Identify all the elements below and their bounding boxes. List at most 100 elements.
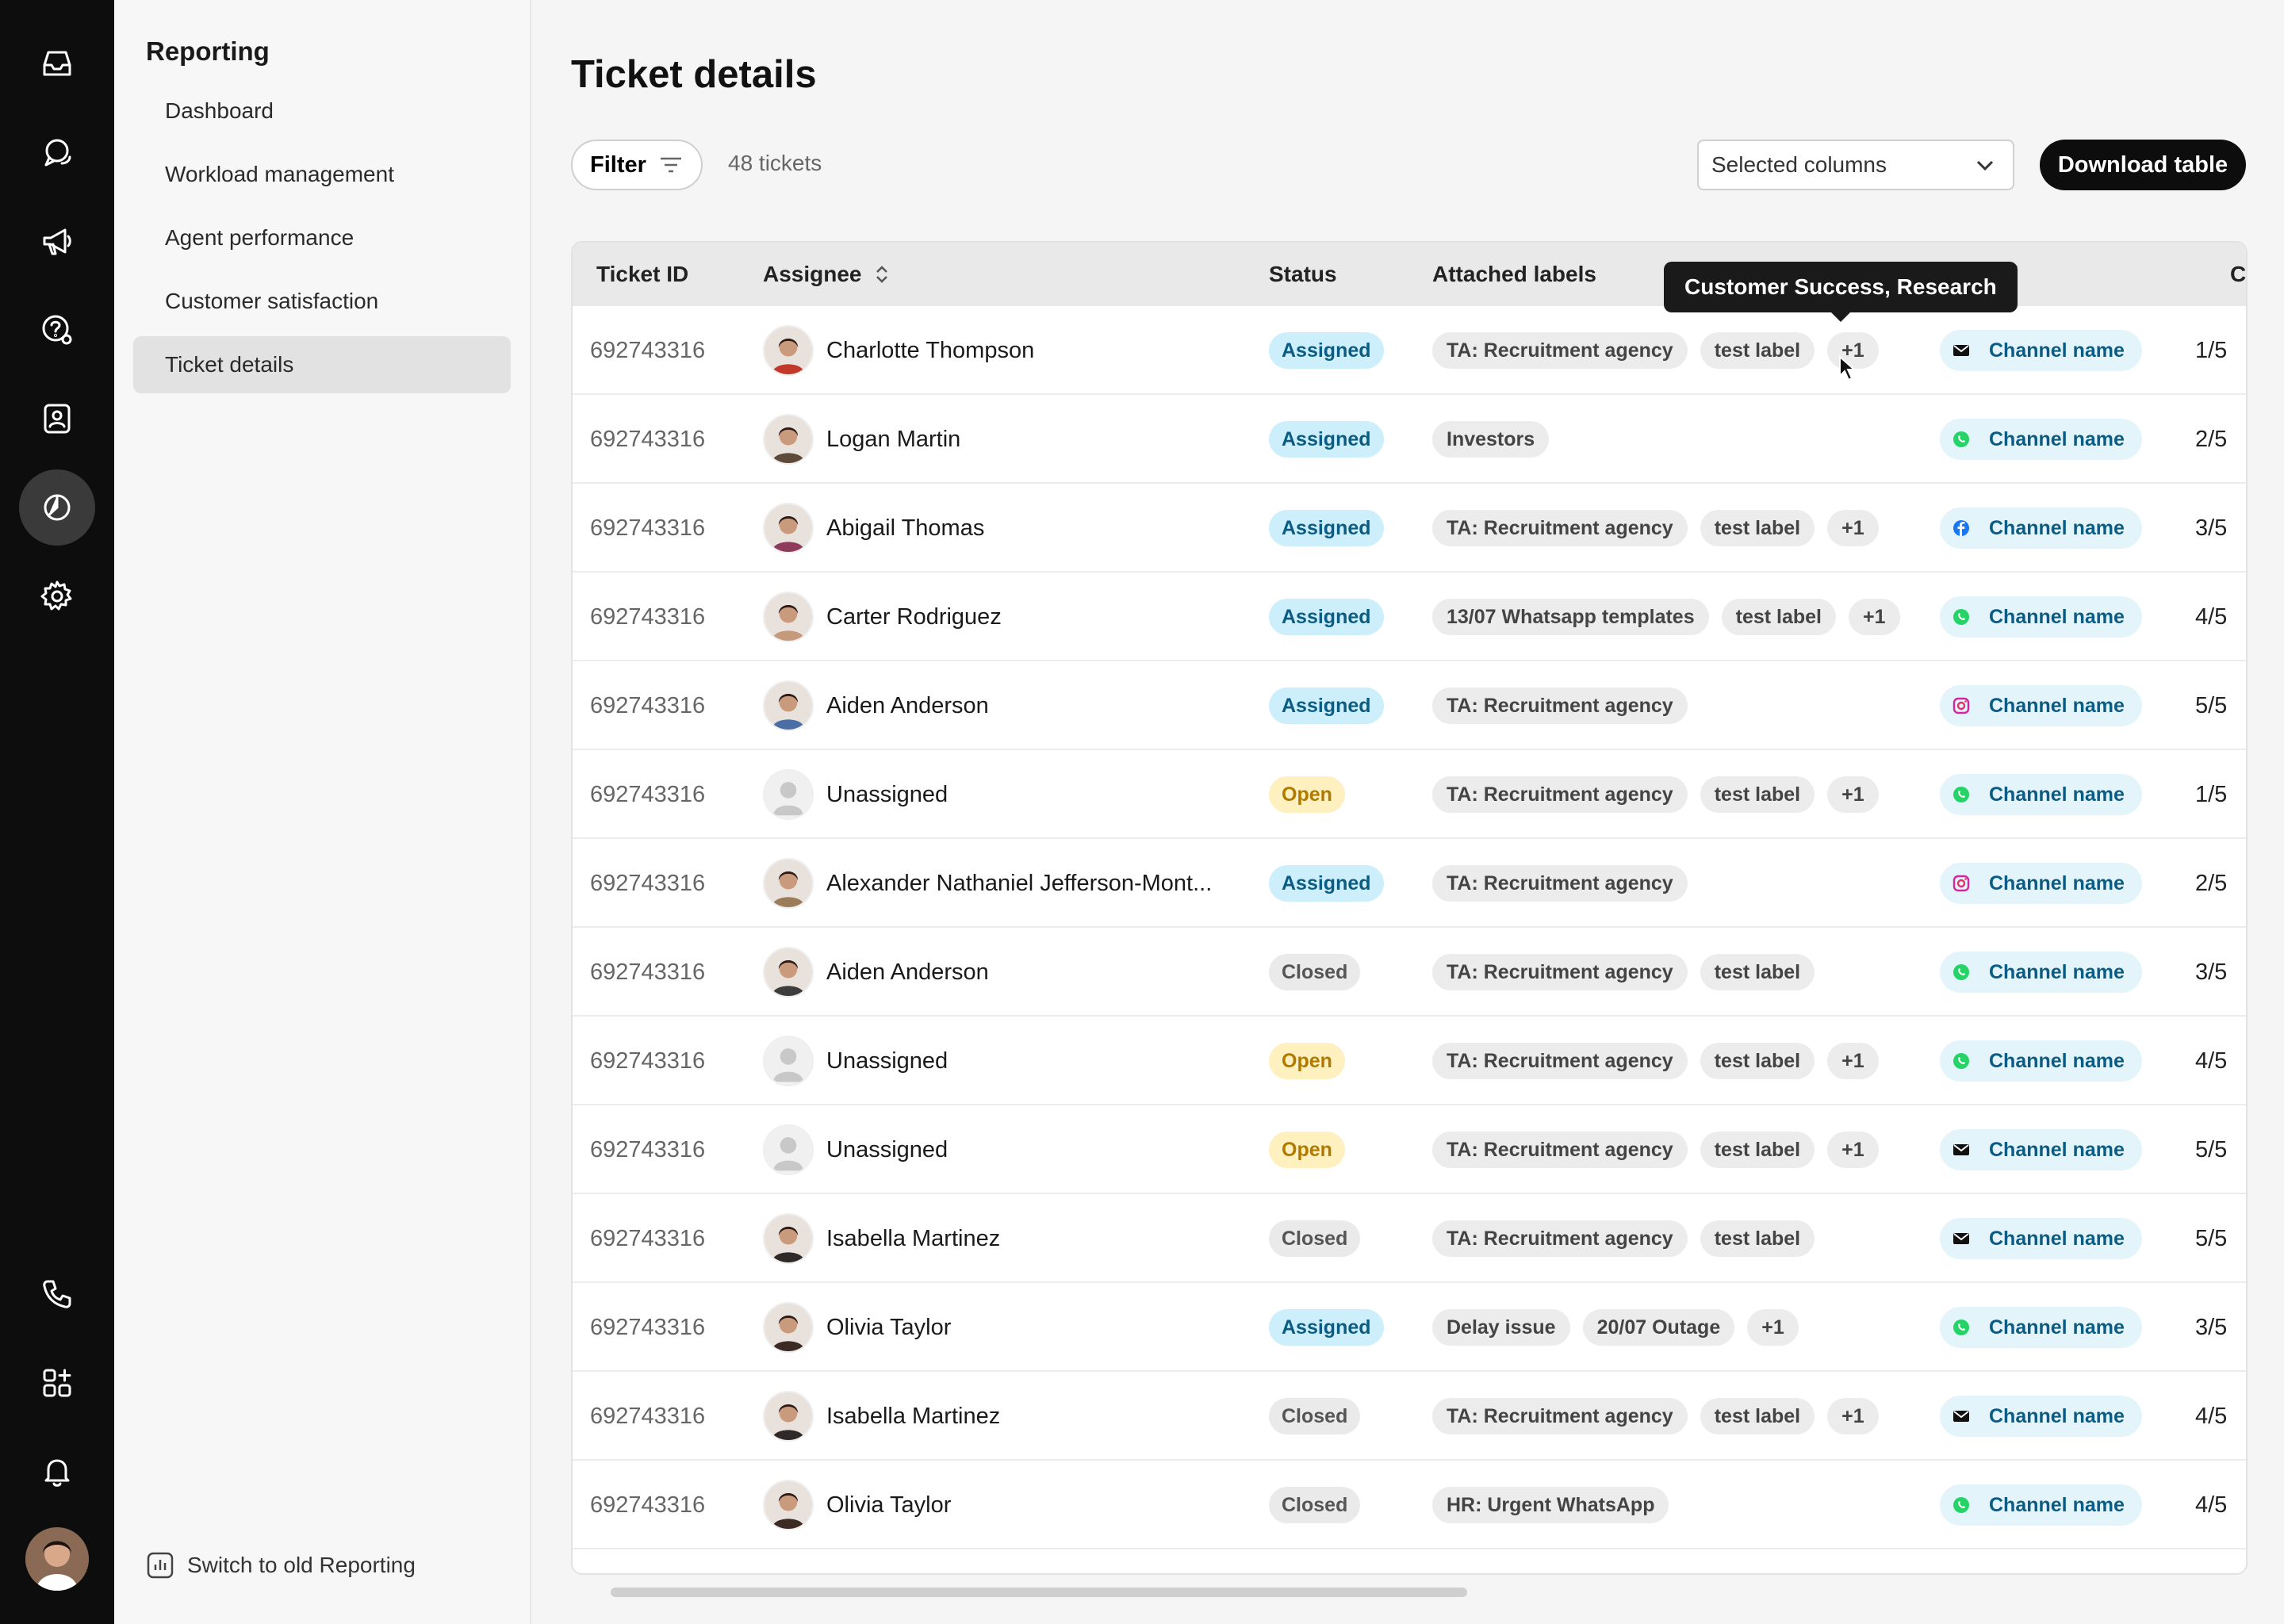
header-status[interactable]: Status [1269, 262, 1337, 286]
ticket-id[interactable]: 692743316 [590, 959, 706, 985]
label-chip[interactable]: test label [1700, 1132, 1815, 1168]
reporting-icon[interactable] [19, 469, 95, 546]
channel-badge[interactable]: Channel name [1940, 1218, 2142, 1259]
assignee-cell[interactable]: Unassigned [763, 1017, 948, 1105]
channel-badge[interactable]: Channel name [1940, 330, 2142, 371]
ticket-id[interactable]: 692743316 [590, 603, 706, 630]
channel-badge[interactable]: Channel name [1940, 1307, 2142, 1348]
label-chip[interactable]: +1 [1827, 1132, 1879, 1168]
label-chip[interactable]: +1 [1827, 776, 1879, 813]
label-chip[interactable]: 13/07 Whatsapp templates [1432, 599, 1709, 635]
label-chip[interactable]: TA: Recruitment agency [1432, 688, 1688, 724]
megaphone-icon[interactable] [19, 203, 95, 279]
label-chip[interactable]: +1 [1747, 1309, 1799, 1346]
label-chip[interactable]: test label [1700, 776, 1815, 813]
channel-badge[interactable]: Channel name [1940, 1484, 2142, 1526]
ticket-id[interactable]: 692743316 [590, 1314, 706, 1340]
label-chip[interactable]: TA: Recruitment agency [1432, 865, 1688, 902]
table-row[interactable]: 692743316 Alexander Nathaniel Jefferson-M… [573, 839, 2246, 928]
label-chip[interactable]: +1 [1827, 1398, 1879, 1434]
label-chip[interactable]: TA: Recruitment agency [1432, 1132, 1688, 1168]
table-row[interactable]: 692743316 Aiden Anderson Closed TA: Recruit… [573, 928, 2246, 1017]
ticket-id[interactable]: 692743316 [590, 1492, 706, 1518]
header-score[interactable]: C [2230, 262, 2247, 286]
table-row[interactable]: 692743316 Unassigned Open TA: Recruitment a… [573, 1105, 2246, 1194]
assignee-cell[interactable]: Logan Martin [763, 395, 960, 484]
bell-icon[interactable] [19, 1434, 95, 1510]
sidebar-item-agent-performance[interactable]: Agent performance [165, 225, 354, 250]
phone-icon[interactable] [19, 1256, 95, 1332]
label-chip[interactable]: TA: Recruitment agency [1432, 1398, 1688, 1434]
assignee-cell[interactable]: Aiden Anderson [763, 661, 989, 750]
label-chip[interactable]: +1 [1827, 332, 1879, 369]
label-chip[interactable]: test label [1700, 1043, 1815, 1079]
label-chip[interactable]: test label [1700, 954, 1815, 990]
channel-badge[interactable]: Channel name [1940, 863, 2142, 904]
label-chip[interactable]: 20/07 Outage [1582, 1309, 1735, 1346]
label-chip[interactable]: HR: Urgent WhatsApp [1432, 1487, 1669, 1523]
label-chip[interactable]: TA: Recruitment agency [1432, 510, 1688, 546]
sidebar-item-customer-satisfaction[interactable]: Customer satisfaction [165, 289, 379, 313]
ticket-id[interactable]: 692743316 [590, 1225, 706, 1251]
label-chip[interactable]: TA: Recruitment agency [1432, 1043, 1688, 1079]
label-chip[interactable]: +1 [1849, 599, 1900, 635]
ticket-id[interactable]: 692743316 [590, 1136, 706, 1162]
label-chip[interactable]: +1 [1827, 1043, 1879, 1079]
assignee-cell[interactable]: Isabella Martinez [763, 1194, 1000, 1283]
horizontal-scrollbar[interactable] [611, 1588, 1467, 1597]
header-assignee[interactable]: Assignee [763, 243, 892, 306]
chat-icon[interactable] [19, 114, 95, 190]
channel-badge[interactable]: Channel name [1940, 419, 2142, 460]
table-row[interactable]: 692743316 Unassigned Open TA: Recruitment a… [573, 750, 2246, 839]
ticket-id[interactable]: 692743316 [590, 1403, 706, 1429]
channel-badge[interactable]: Channel name [1940, 1040, 2142, 1082]
label-chip[interactable]: test label [1700, 1398, 1815, 1434]
settings-icon[interactable] [19, 558, 95, 634]
channel-badge[interactable]: Channel name [1940, 685, 2142, 726]
sidebar-item-workload-management[interactable]: Workload management [165, 162, 394, 186]
label-chip[interactable]: TA: Recruitment agency [1432, 1220, 1688, 1257]
help-settings-icon[interactable] [19, 292, 95, 368]
channel-badge[interactable]: Channel name [1940, 1396, 2142, 1437]
label-chip[interactable]: +1 [1827, 510, 1879, 546]
assignee-cell[interactable]: Carter Rodriguez [763, 573, 1002, 661]
ticket-id[interactable]: 692743316 [590, 1048, 706, 1074]
channel-badge[interactable]: Channel name [1940, 952, 2142, 993]
table-row[interactable]: 692743316 Abigail Thomas Assigned TA: Recru… [573, 484, 2246, 573]
table-row[interactable]: 692743316 Olivia Taylor Assigned Delay issu… [573, 1283, 2246, 1372]
label-chip[interactable]: test label [1700, 1220, 1815, 1257]
apps-icon[interactable] [19, 1345, 95, 1421]
assignee-cell[interactable]: Olivia Taylor [763, 1283, 951, 1372]
sidebar-item-dashboard[interactable]: Dashboard [165, 98, 274, 123]
ticket-id[interactable]: 692743316 [590, 781, 706, 807]
ticket-id[interactable]: 692743316 [590, 426, 706, 452]
filter-button[interactable]: Filter [571, 140, 703, 190]
assignee-cell[interactable]: Charlotte Thompson [763, 306, 1034, 395]
assignee-cell[interactable]: Unassigned [763, 750, 948, 839]
channel-badge[interactable]: Channel name [1940, 596, 2142, 638]
inbox-icon[interactable] [19, 25, 95, 102]
table-row[interactable]: 692743316 Isabella Martinez Closed TA: Recr… [573, 1194, 2246, 1283]
header-attached-labels[interactable]: Attached labels [1432, 262, 1596, 286]
assignee-cell[interactable]: Isabella Martinez [763, 1372, 1000, 1461]
table-row[interactable]: 692743316 Charlotte Thompson Assigned TA: R… [573, 306, 2246, 395]
assignee-cell[interactable]: Alexander Nathaniel Jefferson-Mont... [763, 839, 1212, 928]
sidebar-item-ticket-details[interactable]: Ticket details [133, 336, 511, 393]
user-avatar[interactable] [25, 1527, 89, 1591]
label-chip[interactable]: test label [1721, 599, 1836, 635]
assignee-cell[interactable]: Olivia Taylor [763, 1461, 951, 1549]
label-chip[interactable]: Investors [1432, 421, 1550, 458]
table-row[interactable]: 692743316 Olivia Taylor Closed HR: Urgent W… [573, 1461, 2246, 1549]
ticket-id[interactable]: 692743316 [590, 870, 706, 896]
header-ticket-id[interactable]: Ticket ID [596, 262, 689, 286]
table-row[interactable]: 692743316 Logan Martin Assigned Investors Ch… [573, 395, 2246, 484]
ticket-id[interactable]: 692743316 [590, 515, 706, 541]
label-chip[interactable]: TA: Recruitment agency [1432, 332, 1688, 369]
channel-badge[interactable]: Channel name [1940, 774, 2142, 815]
table-row[interactable]: 692743316 Carter Rodriguez Assigned 13/07 W… [573, 573, 2246, 661]
assignee-cell[interactable]: Aiden Anderson [763, 928, 989, 1017]
label-chip[interactable]: test label [1700, 332, 1815, 369]
contacts-icon[interactable] [19, 381, 95, 457]
label-chip[interactable]: test label [1700, 510, 1815, 546]
table-row[interactable]: 692743316 Aiden Anderson Assigned TA: Recru… [573, 661, 2246, 750]
